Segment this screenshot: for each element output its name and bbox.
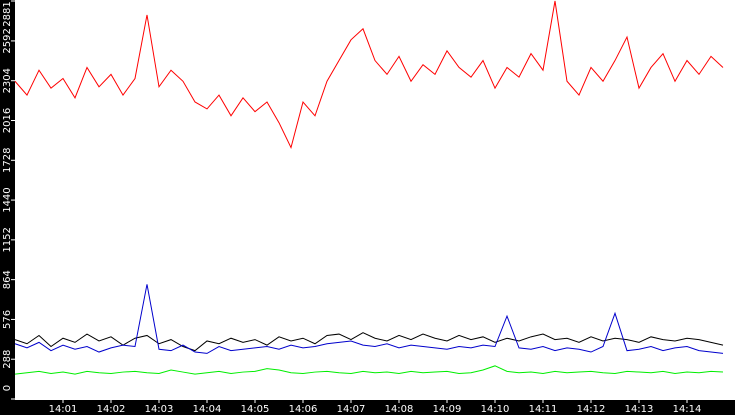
y-tick-label: 288	[2, 350, 13, 369]
y-tick-label: 2016	[2, 108, 13, 133]
x-tick-label: 14:06	[289, 404, 318, 415]
x-tick-label: 14:11	[529, 404, 558, 415]
series-line	[14, 365, 724, 375]
y-tick-label: 0	[2, 385, 13, 391]
y-tick-label: 2881	[2, 1, 13, 26]
x-tick-label: 14:14	[673, 404, 702, 415]
y-tick-label: 1152	[2, 227, 13, 252]
x-axis-strip	[0, 400, 735, 415]
y-tick-label: 1728	[2, 148, 13, 173]
x-tick-label: 14:03	[145, 404, 174, 415]
x-tick-label: 14:02	[97, 404, 126, 415]
x-tick-label: 14:13	[625, 404, 654, 415]
series-line	[14, 284, 724, 354]
x-tick-label: 14:09	[433, 404, 462, 415]
x-tick-label: 14:07	[337, 404, 366, 415]
x-tick-label: 14:08	[385, 404, 414, 415]
y-axis-strip	[0, 0, 15, 415]
series-line	[14, 332, 724, 352]
y-tick-label: 576	[2, 310, 13, 329]
x-tick-label: 14:10	[481, 404, 510, 415]
x-tick-label: 14:12	[577, 404, 606, 415]
x-tick-label: 14:05	[241, 404, 270, 415]
x-tick-label: 14:01	[49, 404, 78, 415]
x-tick-label: 14:04	[193, 404, 222, 415]
y-tick-label: 1440	[2, 187, 13, 212]
series-line	[14, 0, 724, 150]
y-tick-label: 2304	[2, 68, 13, 93]
y-tick-label: 864	[2, 270, 13, 289]
y-tick-label: 2592	[2, 28, 13, 53]
